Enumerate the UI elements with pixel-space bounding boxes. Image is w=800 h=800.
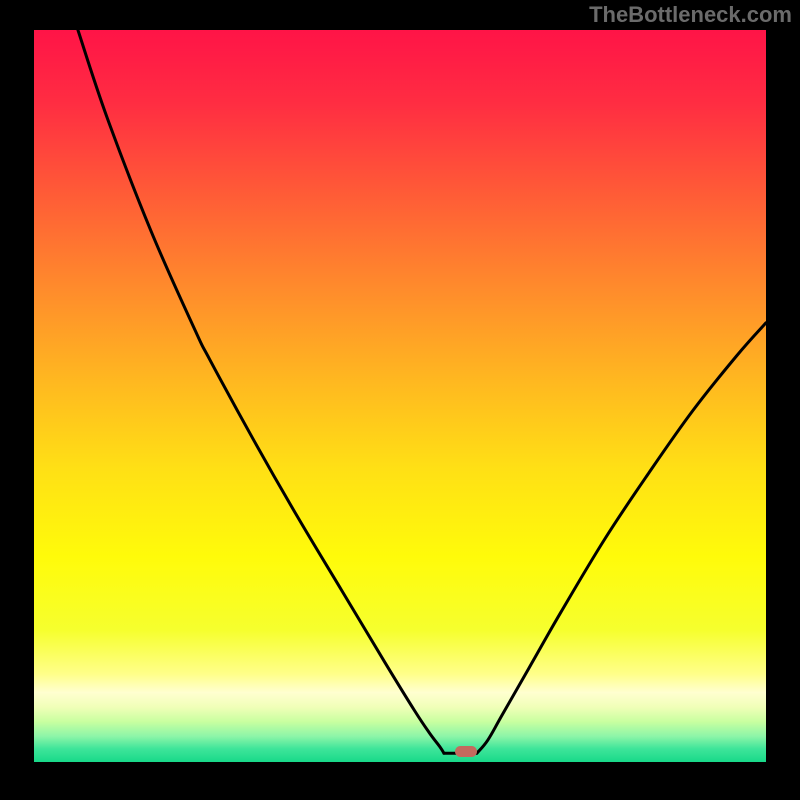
- gradient-background: [34, 30, 766, 762]
- bottleneck-curve: [34, 30, 766, 762]
- optimum-marker: [455, 746, 477, 757]
- watermark-text: TheBottleneck.com: [589, 2, 792, 28]
- stage: TheBottleneck.com: [0, 0, 800, 800]
- chart-plot-area: [34, 30, 766, 762]
